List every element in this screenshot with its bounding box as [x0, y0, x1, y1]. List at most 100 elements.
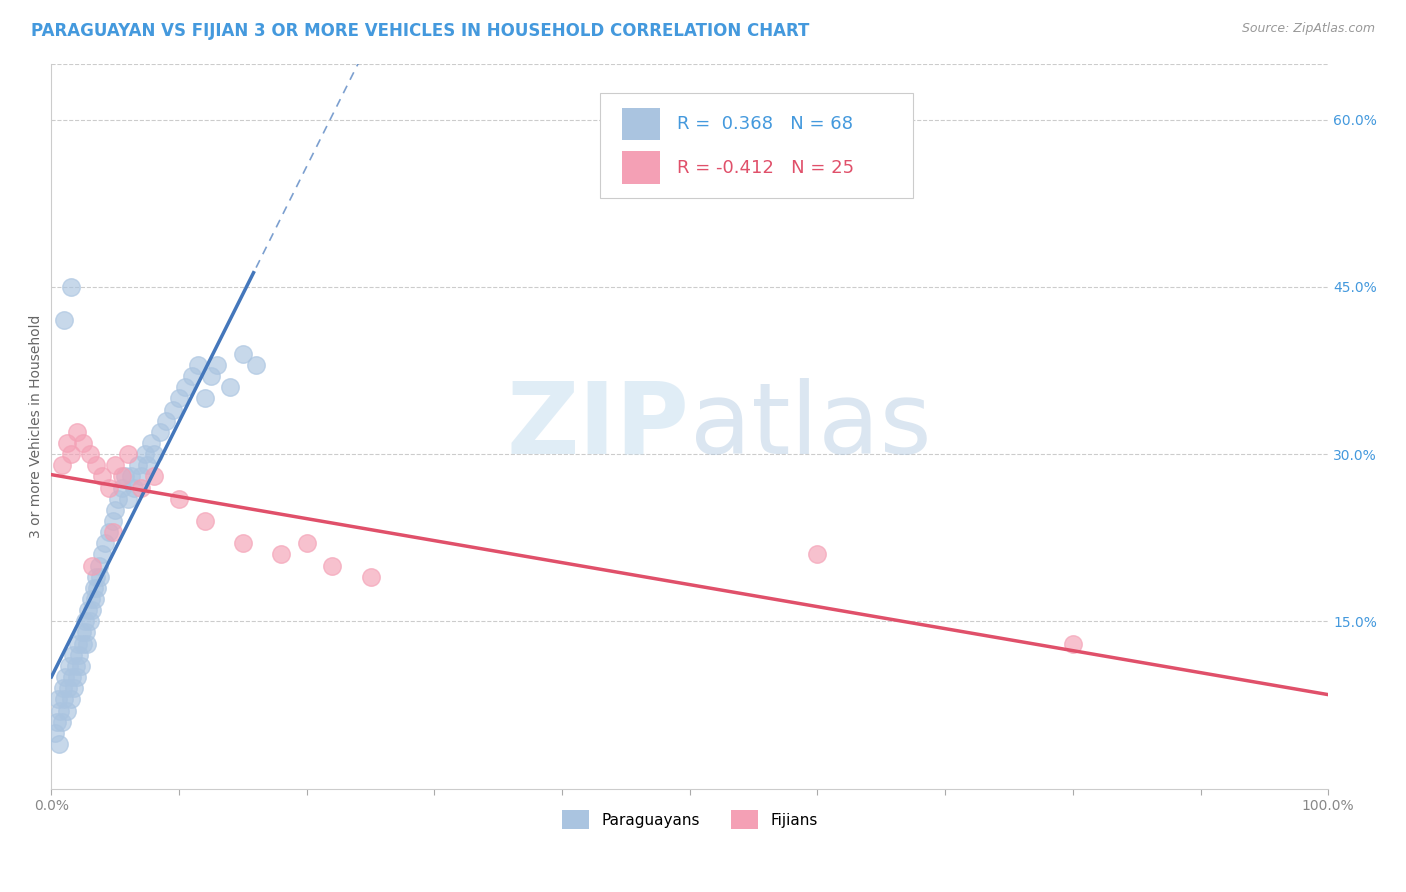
- Point: [83, 581, 105, 595]
- Point: [232, 347, 254, 361]
- Point: [155, 414, 177, 428]
- Point: [75, 625, 97, 640]
- Point: [72, 436, 94, 450]
- Text: Source: ZipAtlas.com: Source: ZipAtlas.com: [1241, 22, 1375, 36]
- Point: [207, 358, 229, 372]
- Point: [270, 548, 292, 562]
- Point: [200, 369, 222, 384]
- Point: [127, 458, 149, 473]
- Point: [180, 369, 202, 384]
- Point: [58, 659, 80, 673]
- Point: [48, 737, 70, 751]
- Point: [167, 491, 190, 506]
- Point: [82, 603, 104, 617]
- Point: [114, 469, 136, 483]
- Point: [86, 581, 108, 595]
- Point: [110, 469, 132, 483]
- Point: [77, 603, 100, 617]
- Point: [82, 558, 104, 573]
- Point: [194, 392, 217, 406]
- Point: [67, 637, 90, 651]
- Point: [1062, 637, 1084, 651]
- Point: [65, 659, 87, 673]
- Text: R =  0.368   N = 68: R = 0.368 N = 68: [678, 115, 853, 133]
- Point: [49, 704, 72, 718]
- Point: [66, 670, 89, 684]
- Point: [83, 592, 105, 607]
- Point: [142, 469, 165, 483]
- Point: [136, 458, 159, 473]
- Point: [51, 714, 73, 729]
- Point: [174, 380, 197, 394]
- Point: [97, 525, 120, 540]
- Point: [46, 692, 69, 706]
- Point: [101, 514, 124, 528]
- Point: [219, 380, 242, 394]
- Point: [80, 592, 103, 607]
- Point: [117, 491, 139, 506]
- Point: [51, 458, 73, 473]
- Point: [70, 625, 93, 640]
- Point: [94, 536, 117, 550]
- Point: [97, 481, 120, 495]
- Point: [134, 447, 156, 461]
- Text: atlas: atlas: [690, 378, 931, 475]
- Bar: [621, 151, 661, 184]
- Point: [149, 425, 172, 439]
- Point: [59, 280, 82, 294]
- Point: [55, 670, 77, 684]
- Point: [69, 659, 91, 673]
- Point: [84, 458, 107, 473]
- Legend: Paraguayans, Fijians: Paraguayans, Fijians: [555, 805, 824, 835]
- Point: [60, 670, 83, 684]
- Point: [139, 436, 162, 450]
- Point: [44, 726, 66, 740]
- Point: [84, 570, 107, 584]
- Point: [79, 447, 101, 461]
- Point: [73, 615, 96, 629]
- Point: [79, 615, 101, 629]
- Point: [104, 458, 127, 473]
- Point: [69, 648, 91, 662]
- Point: [806, 548, 828, 562]
- Point: [59, 447, 82, 461]
- Point: [245, 358, 267, 372]
- Point: [56, 681, 79, 696]
- Text: ZIP: ZIP: [508, 378, 690, 475]
- Point: [167, 392, 190, 406]
- Point: [76, 637, 98, 651]
- Point: [63, 681, 86, 696]
- Point: [91, 469, 114, 483]
- Point: [117, 447, 139, 461]
- Point: [187, 358, 209, 372]
- Point: [53, 313, 76, 327]
- Point: [62, 648, 84, 662]
- Point: [89, 570, 111, 584]
- Point: [110, 481, 132, 495]
- Text: R = -0.412   N = 25: R = -0.412 N = 25: [678, 159, 855, 177]
- Point: [91, 548, 114, 562]
- Point: [321, 558, 343, 573]
- Point: [52, 681, 75, 696]
- Point: [55, 436, 77, 450]
- Point: [232, 536, 254, 550]
- Point: [59, 692, 82, 706]
- Text: PARAGUAYAN VS FIJIAN 3 OR MORE VEHICLES IN HOUSEHOLD CORRELATION CHART: PARAGUAYAN VS FIJIAN 3 OR MORE VEHICLES …: [31, 22, 810, 40]
- Point: [55, 704, 77, 718]
- Point: [66, 425, 89, 439]
- Point: [120, 469, 142, 483]
- Point: [87, 558, 110, 573]
- Point: [142, 447, 165, 461]
- Point: [129, 469, 152, 483]
- Point: [295, 536, 318, 550]
- Bar: [621, 108, 661, 140]
- Point: [107, 491, 129, 506]
- Point: [53, 692, 76, 706]
- Point: [45, 714, 67, 729]
- Point: [72, 637, 94, 651]
- Point: [162, 402, 184, 417]
- Point: [194, 514, 217, 528]
- FancyBboxPatch shape: [600, 93, 914, 198]
- Point: [129, 481, 152, 495]
- Y-axis label: 3 or more Vehicles in Household: 3 or more Vehicles in Household: [30, 315, 44, 538]
